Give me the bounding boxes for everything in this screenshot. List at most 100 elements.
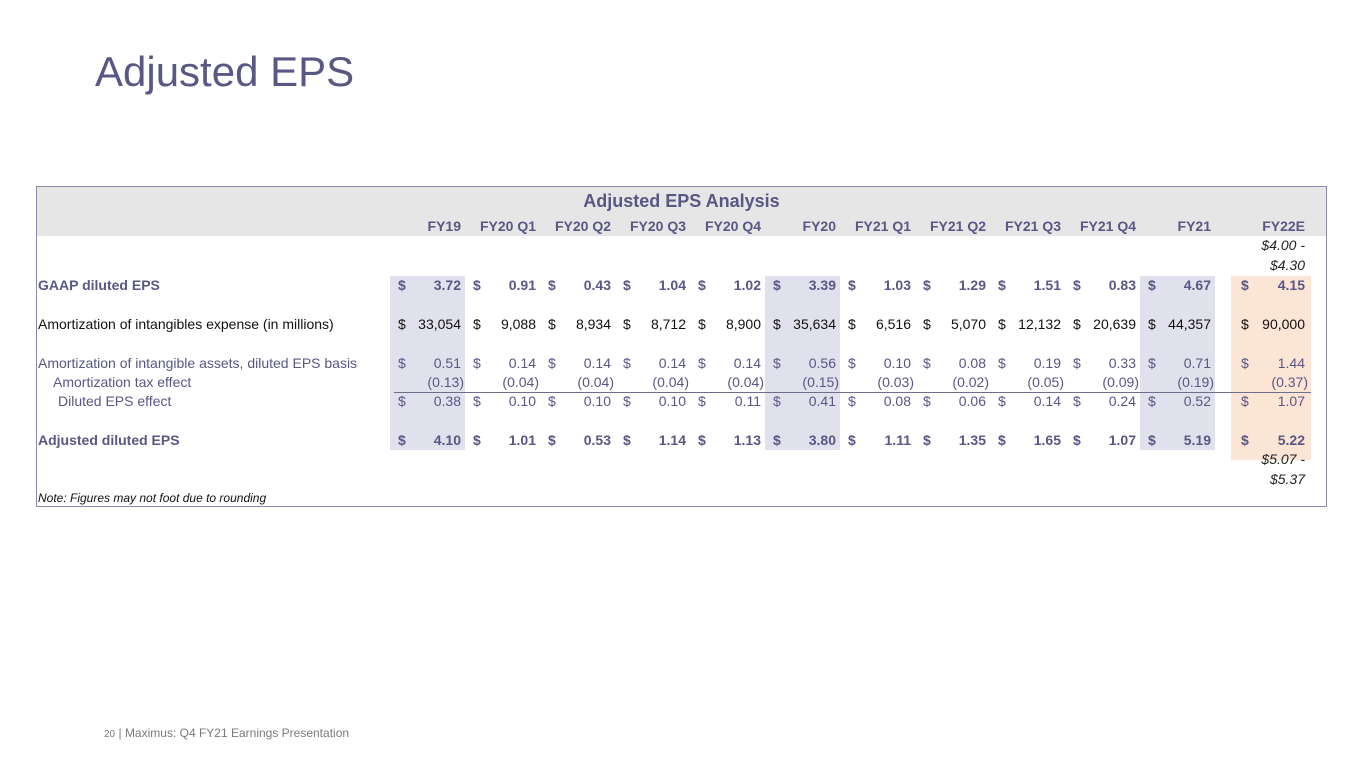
currency-symbol: $ <box>548 277 556 293</box>
table-cell: 0.14 <box>658 355 686 371</box>
table-cell: 1.65 <box>1033 432 1061 448</box>
table-cell: 0.83 <box>1108 277 1136 293</box>
currency-symbol: $ <box>773 355 781 371</box>
table-cell: (0.04) <box>727 374 764 390</box>
table-cell: (0.09) <box>1102 374 1139 390</box>
table-cell: (0.15) <box>802 374 839 390</box>
footer-text: Maximus: Q4 FY21 Earnings Presentation <box>124 726 350 740</box>
currency-symbol: $ <box>923 355 931 371</box>
row-label: Amortization of intangible assets, dilut… <box>38 355 358 371</box>
table-cell: 0.08 <box>883 393 911 409</box>
table-cell: (0.04) <box>502 374 539 390</box>
table-cell: 1.51 <box>1033 277 1061 293</box>
table-cell: 3.80 <box>808 432 836 448</box>
currency-symbol: $ <box>398 355 406 371</box>
table-cell: 0.71 <box>1183 355 1211 371</box>
currency-symbol: $ <box>1241 277 1249 293</box>
table-header-band <box>37 187 1326 236</box>
currency-symbol: $ <box>1073 277 1081 293</box>
table-cell: 1.04 <box>658 277 686 293</box>
currency-symbol: $ <box>473 393 481 409</box>
table-cell: 5.22 <box>1277 432 1305 448</box>
table-cell: 1.13 <box>733 432 761 448</box>
table-cell: 1.02 <box>733 277 761 293</box>
table-cell: 4.15 <box>1277 277 1305 293</box>
currency-symbol: $ <box>848 355 856 371</box>
column-shade-11 <box>1231 276 1311 460</box>
table-cell: 0.51 <box>433 355 461 371</box>
table-cell: 1.44 <box>1277 355 1305 371</box>
currency-symbol: $ <box>773 393 781 409</box>
row-label: Amortization tax effect <box>53 374 192 390</box>
table-cell: (0.02) <box>952 374 989 390</box>
table-cell: 0.06 <box>958 393 986 409</box>
subtotal-rule <box>394 392 1311 393</box>
table-cell: (0.05) <box>1027 374 1064 390</box>
fy22e-guidance-adjusted: $5.07 - $5.37 <box>1217 449 1305 489</box>
table-cell: 0.19 <box>1033 355 1061 371</box>
table-cell: 0.14 <box>508 355 536 371</box>
table-cell: 1.35 <box>958 432 986 448</box>
currency-symbol: $ <box>473 277 481 293</box>
table-cell: 0.24 <box>1108 393 1136 409</box>
currency-symbol: $ <box>1148 355 1156 371</box>
column-header: FY21 Q4 <box>1079 218 1136 234</box>
currency-symbol: $ <box>698 393 706 409</box>
currency-symbol: $ <box>623 316 631 332</box>
currency-symbol: $ <box>923 277 931 293</box>
table-cell: 12,132 <box>1018 316 1061 332</box>
column-header: FY19 <box>427 218 461 234</box>
eps-table: Adjusted EPS Analysis Note: Figures may … <box>36 186 1327 507</box>
table-cell: 0.10 <box>583 393 611 409</box>
table-cell: 20,639 <box>1093 316 1136 332</box>
currency-symbol: $ <box>548 393 556 409</box>
currency-symbol: $ <box>848 316 856 332</box>
currency-symbol: $ <box>1148 432 1156 448</box>
currency-symbol: $ <box>623 355 631 371</box>
guidance-line: $4.00 - <box>1261 237 1305 253</box>
column-header: FY20 Q4 <box>704 218 761 234</box>
table-cell: 5,070 <box>950 316 986 332</box>
table-note: Note: Figures may not foot due to roundi… <box>38 491 267 505</box>
table-cell: 4.67 <box>1183 277 1211 293</box>
column-header: FY20 Q1 <box>479 218 536 234</box>
currency-symbol: $ <box>1148 393 1156 409</box>
table-cell: 1.14 <box>658 432 686 448</box>
currency-symbol: $ <box>623 393 631 409</box>
currency-symbol: $ <box>1241 393 1249 409</box>
table-cell: (0.13) <box>427 374 464 390</box>
table-cell: 90,000 <box>1262 316 1305 332</box>
currency-symbol: $ <box>398 393 406 409</box>
currency-symbol: $ <box>848 393 856 409</box>
currency-symbol: $ <box>1073 316 1081 332</box>
row-label: Adjusted diluted EPS <box>38 432 180 448</box>
table-cell: 0.14 <box>1033 393 1061 409</box>
table-cell: 0.10 <box>658 393 686 409</box>
footer-separator: | <box>118 726 122 740</box>
currency-symbol: $ <box>1073 355 1081 371</box>
currency-symbol: $ <box>473 355 481 371</box>
table-cell: 3.72 <box>433 277 461 293</box>
currency-symbol: $ <box>1241 355 1249 371</box>
table-cell: 0.43 <box>583 277 611 293</box>
column-header: FY21 Q3 <box>1004 218 1061 234</box>
table-cell: 0.08 <box>958 355 986 371</box>
table-cell: 6,516 <box>875 316 911 332</box>
table-cell: 44,357 <box>1168 316 1211 332</box>
currency-symbol: $ <box>773 316 781 332</box>
currency-symbol: $ <box>698 432 706 448</box>
table-cell: 0.41 <box>808 393 836 409</box>
currency-symbol: $ <box>923 432 931 448</box>
column-header: FY20 <box>802 218 836 234</box>
table-cell: 1.01 <box>508 432 536 448</box>
table-cell: 8,712 <box>650 316 686 332</box>
column-header: FY21 Q1 <box>854 218 911 234</box>
table-cell: 1.07 <box>1108 432 1136 448</box>
column-header: FY21 Q2 <box>929 218 986 234</box>
currency-symbol: $ <box>1241 432 1249 448</box>
table-title: Adjusted EPS Analysis <box>583 191 780 211</box>
currency-symbol: $ <box>998 355 1006 371</box>
table-cell: 1.07 <box>1277 393 1305 409</box>
table-cell: 1.29 <box>958 277 986 293</box>
table-cell: 9,088 <box>500 316 536 332</box>
